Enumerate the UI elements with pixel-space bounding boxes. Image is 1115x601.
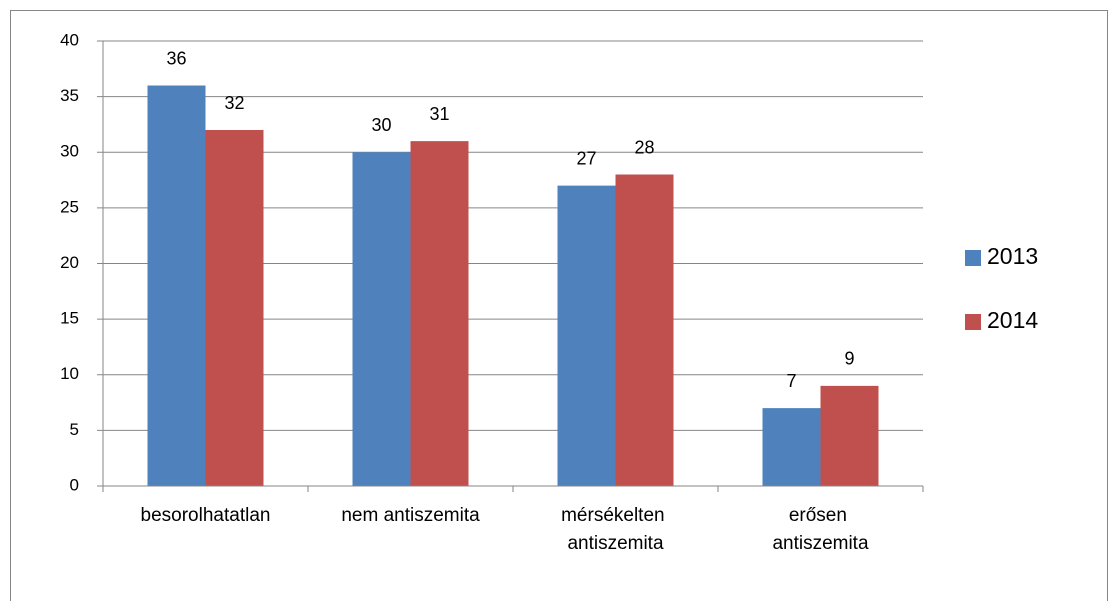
value-label: 31 — [429, 104, 449, 124]
value-label: 9 — [844, 349, 854, 369]
x-tick-label: besorolhatatlan — [141, 505, 271, 526]
legend-label: 2013 — [987, 243, 1038, 269]
value-label: 36 — [166, 48, 186, 68]
chart-frame — [10, 10, 1108, 601]
value-label: 27 — [576, 148, 596, 168]
bar — [410, 141, 469, 486]
value-label: 30 — [371, 115, 391, 135]
y-tick-label: 15 — [60, 309, 79, 328]
legend-swatch — [965, 314, 981, 330]
bar — [557, 185, 616, 486]
value-label: 32 — [224, 93, 244, 113]
value-label: 7 — [786, 371, 796, 391]
bar — [352, 152, 411, 486]
bar — [762, 408, 821, 486]
y-tick-label: 5 — [70, 420, 79, 439]
y-tick-label: 40 — [60, 30, 79, 49]
x-tick-label: mérsékelten antiszemita — [561, 505, 670, 554]
y-tick-label: 35 — [60, 86, 79, 105]
bar — [820, 385, 879, 486]
y-tick-label: 0 — [70, 475, 79, 494]
y-tick-label: 20 — [60, 253, 79, 272]
legend-label: 2014 — [987, 307, 1038, 333]
x-tick-label: nem antiszemita — [341, 505, 480, 526]
bar — [615, 174, 674, 486]
value-label: 28 — [634, 137, 654, 157]
legend-swatch — [965, 250, 981, 266]
x-tick-label: erősen antiszemita — [772, 505, 869, 554]
y-tick-label: 10 — [60, 364, 79, 383]
y-tick-label: 30 — [60, 142, 79, 161]
bar — [147, 85, 206, 486]
y-tick-label: 25 — [60, 197, 79, 216]
bar — [205, 130, 264, 486]
